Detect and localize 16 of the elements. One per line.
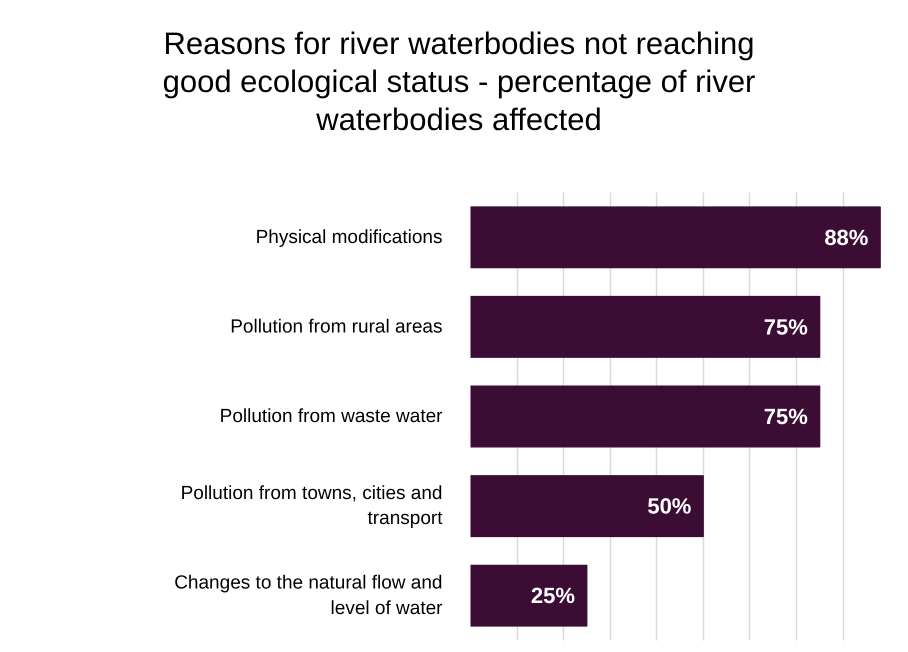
data-label: 75%: [764, 404, 808, 429]
y-tick-label: Physical modifications: [256, 226, 443, 248]
y-tick-label: Pollution from towns, cities and transport: [180, 483, 444, 530]
y-tick-label: Changes to the natural flow and level of water: [174, 572, 444, 619]
bar: [470, 386, 820, 448]
y-tick-label: Pollution from waste water: [220, 406, 444, 427]
data-label: 50%: [647, 494, 692, 519]
chart-title: Reasons for river waterbodies not reaching good ecological status - percentage of river waterbodies affected: [162, 25, 756, 139]
y-tick-label: Pollution from rural areas: [230, 316, 443, 338]
bar: [470, 296, 820, 358]
bar: [470, 564, 588, 627]
data-label: 88%: [824, 224, 868, 250]
bar: [470, 206, 881, 268]
data-label: 25%: [530, 583, 575, 608]
bar: [470, 475, 704, 538]
data-label: 75%: [764, 314, 808, 340]
